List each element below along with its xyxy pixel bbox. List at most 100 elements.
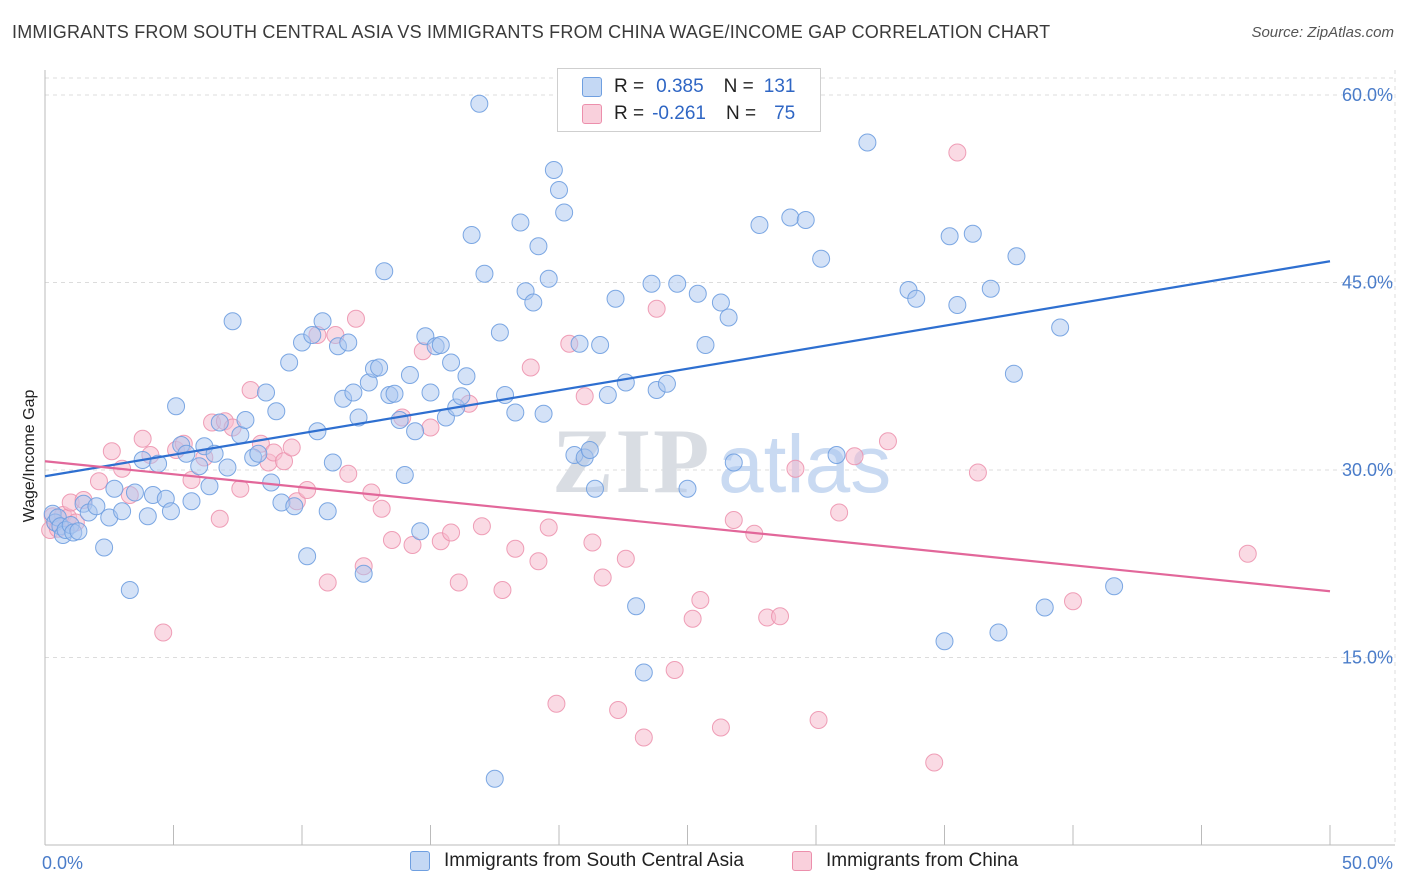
data-point-china — [241, 381, 260, 399]
data-point-south-central-asia — [1105, 577, 1124, 596]
data-point-south-central-asia — [223, 312, 242, 331]
data-point-south-central-asia — [87, 497, 106, 516]
data-point-south-central-asia — [431, 336, 450, 354]
legend-item-label: Immigrants from South Central Asia — [444, 850, 744, 871]
legend-item-south-central-asia[interactable]: Immigrants from South Central Asia — [410, 850, 744, 872]
data-point-south-central-asia — [339, 333, 358, 352]
data-point-china — [102, 442, 121, 461]
data-point-south-central-asia — [827, 446, 846, 464]
data-point-china — [318, 573, 337, 592]
data-point-china — [421, 418, 440, 437]
data-point-china — [925, 753, 944, 772]
data-point-south-central-asia — [1004, 364, 1023, 383]
data-point-china — [786, 459, 805, 478]
data-point-china — [809, 711, 828, 729]
data-point-china — [298, 481, 317, 499]
trend-line-china — [44, 460, 1331, 593]
data-point-south-central-asia — [462, 226, 481, 244]
data-point-china — [948, 143, 967, 162]
data-point-china — [1238, 544, 1257, 563]
data-point-china — [845, 447, 864, 466]
data-point-south-central-asia — [257, 383, 276, 402]
data-point-south-central-asia — [161, 502, 180, 521]
data-point-south-central-asia — [555, 203, 574, 222]
data-point-south-central-asia — [688, 284, 707, 303]
data-point-south-central-asia — [963, 224, 982, 243]
watermark-atlas: atlas — [718, 419, 891, 510]
data-point-china — [724, 511, 743, 529]
data-point-south-central-asia — [421, 383, 440, 402]
data-point-south-central-asia — [907, 289, 926, 308]
data-point-south-central-asia — [95, 538, 114, 557]
data-point-china — [472, 517, 491, 536]
data-point-china — [154, 623, 173, 642]
data-point-south-central-asia — [724, 453, 743, 472]
data-point-south-central-asia — [506, 403, 525, 422]
data-point-china — [593, 568, 612, 587]
y-tick-label: 60.0% — [1342, 85, 1393, 105]
data-point-south-central-asia — [1007, 247, 1026, 266]
data-point-south-central-asia — [323, 453, 342, 472]
data-point-south-central-asia — [190, 457, 209, 476]
data-point-south-central-asia — [511, 213, 530, 232]
data-point-china — [339, 464, 358, 483]
data-point-south-central-asia — [490, 323, 509, 342]
data-point-china — [275, 452, 294, 471]
legend-n-label: N = — [723, 76, 754, 97]
data-point-south-central-asia — [457, 367, 476, 386]
data-point-south-central-asia — [105, 479, 124, 498]
source-label: Source: ZipAtlas.com — [1251, 24, 1394, 41]
legend-item-label: Immigrants from China — [826, 850, 1019, 871]
legend-r-label: R = — [614, 76, 645, 97]
data-point-china — [547, 694, 566, 713]
data-point-south-central-asia — [249, 444, 268, 463]
data-point-south-central-asia — [989, 623, 1008, 642]
data-point-south-central-asia — [375, 262, 394, 281]
data-point-china — [634, 728, 653, 747]
data-point-south-central-asia — [711, 293, 730, 312]
data-point-south-central-asia — [591, 336, 610, 354]
data-point-china — [771, 607, 790, 626]
legend-r-value: 0.385 — [656, 76, 704, 97]
data-point-south-central-asia — [529, 237, 548, 256]
data-point-china — [529, 552, 548, 571]
legend-swatch-blue — [582, 77, 602, 97]
data-point-china — [382, 531, 401, 549]
data-point-south-central-asia — [550, 181, 568, 199]
data-point-south-central-asia — [411, 522, 430, 541]
data-point-south-central-asia — [948, 296, 967, 314]
data-point-south-central-asia — [390, 411, 409, 429]
data-point-south-central-asia — [719, 308, 738, 327]
data-point-south-central-asia — [750, 216, 769, 234]
trend-lines — [44, 260, 1331, 593]
data-point-south-central-asia — [138, 507, 157, 526]
data-point-china — [711, 718, 730, 737]
data-point-south-central-asia — [406, 422, 425, 441]
axes — [44, 70, 1395, 846]
data-point-south-central-asia — [781, 208, 800, 227]
data-point-south-central-asia — [318, 502, 337, 521]
data-point-china — [449, 573, 468, 592]
legend-n-label: N = — [725, 103, 757, 124]
legend-row-china: R = -0.261 N = 75 — [582, 101, 795, 127]
data-point-south-central-asia — [858, 133, 877, 152]
data-point-china — [1064, 592, 1082, 611]
legend-item-china[interactable]: Immigrants from China — [792, 850, 1018, 872]
data-point-south-central-asia — [634, 663, 653, 682]
y-axis-label: Wage/Income Gap — [21, 390, 38, 523]
data-point-south-central-asia — [1035, 598, 1054, 617]
data-point-china — [691, 591, 710, 609]
data-point-china — [133, 429, 152, 448]
data-point-south-central-asia — [210, 413, 229, 432]
data-point-china — [575, 387, 594, 406]
data-point-china — [683, 609, 702, 628]
data-point-south-central-asia — [442, 353, 461, 372]
data-point-south-central-asia — [470, 94, 489, 113]
tick-labels: 15.0% 30.0% 45.0% 60.0% 0.0% 50.0% — [42, 85, 1393, 873]
series-legend: Immigrants from South Central Asia Immig… — [0, 850, 1406, 880]
data-point-china — [583, 533, 602, 552]
data-point-china — [878, 432, 897, 451]
data-point-south-central-asia — [627, 597, 646, 616]
data-point-china — [493, 581, 512, 599]
